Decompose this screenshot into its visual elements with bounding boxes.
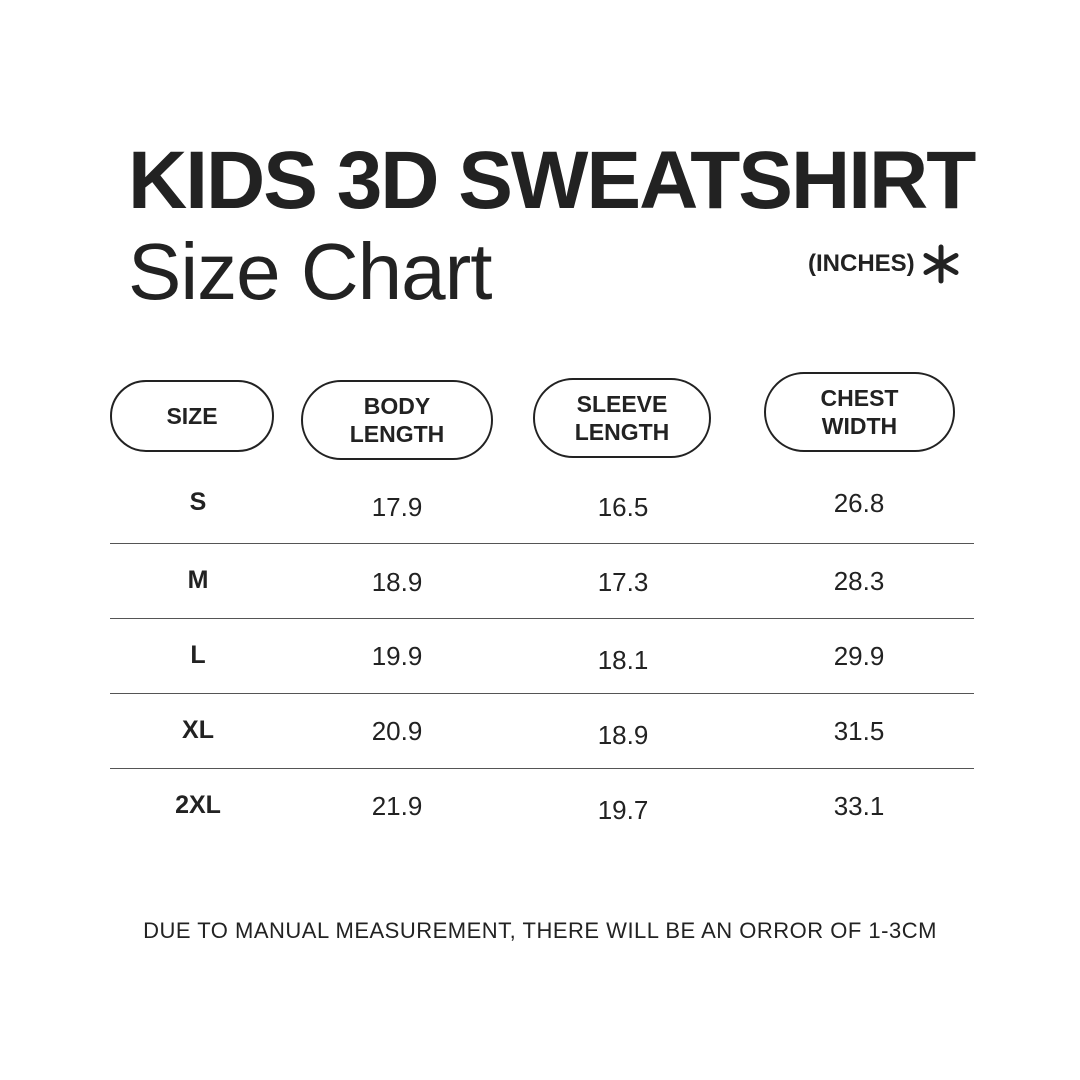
chest-width-cell: 31.5 bbox=[833, 716, 885, 746]
row-divider bbox=[110, 768, 974, 769]
column-header-sleeve-length-label: SLEEVE LENGTH bbox=[574, 391, 670, 445]
size-cell: L bbox=[190, 641, 206, 669]
column-header-body-length-label: BODY LENGTH bbox=[349, 393, 445, 447]
column-header-chest-width-label: CHEST WIDTH bbox=[820, 385, 899, 439]
size-cell: S bbox=[189, 488, 207, 516]
sleeve-length-cell: 18.1 bbox=[597, 645, 649, 675]
measurement-disclaimer: DUE TO MANUAL MEASUREMENT, THERE WILL BE… bbox=[143, 918, 937, 943]
body-length-cell: 21.9 bbox=[371, 791, 423, 821]
chest-width-cell: 28.3 bbox=[833, 566, 885, 596]
size-cell: M bbox=[187, 566, 209, 594]
page-subtitle: Size Chart bbox=[128, 227, 492, 316]
column-header-sleeve-length: SLEEVE LENGTH bbox=[533, 378, 711, 458]
column-header-size: SIZE bbox=[110, 380, 274, 452]
row-divider bbox=[110, 543, 974, 544]
chest-width-cell: 26.8 bbox=[833, 488, 885, 518]
sleeve-length-cell: 16.5 bbox=[597, 492, 649, 522]
column-header-size-label: SIZE bbox=[166, 403, 218, 429]
size-cell: XL bbox=[182, 716, 214, 744]
page-title: KIDS 3D SWEATSHIRT bbox=[128, 135, 976, 226]
body-length-cell: 17.9 bbox=[371, 492, 423, 522]
sleeve-length-cell: 18.9 bbox=[597, 720, 649, 750]
row-divider bbox=[110, 693, 974, 694]
sleeve-length-cell: 19.7 bbox=[597, 795, 649, 825]
size-cell: 2XL bbox=[175, 791, 221, 819]
body-length-cell: 18.9 bbox=[371, 567, 423, 597]
body-length-cell: 19.9 bbox=[371, 641, 423, 671]
units-label: (INCHES) bbox=[808, 244, 961, 284]
asterisk-icon bbox=[923, 244, 959, 284]
column-header-chest-width: CHEST WIDTH bbox=[764, 372, 955, 452]
sleeve-length-cell: 17.3 bbox=[597, 567, 649, 597]
units-text: (INCHES) bbox=[808, 250, 915, 277]
column-header-body-length: BODY LENGTH bbox=[301, 380, 493, 460]
body-length-cell: 20.9 bbox=[371, 716, 423, 746]
chest-width-cell: 33.1 bbox=[833, 791, 885, 821]
row-divider bbox=[110, 618, 974, 619]
chest-width-cell: 29.9 bbox=[833, 641, 885, 671]
